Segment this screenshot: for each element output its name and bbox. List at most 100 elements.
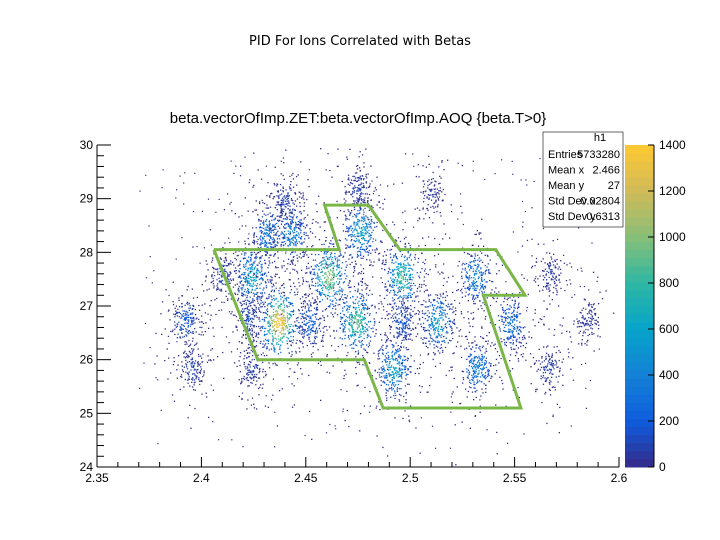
- heatmap-cell: [187, 417, 189, 419]
- heatmap-cell: [336, 263, 338, 265]
- heatmap-cell: [269, 234, 271, 236]
- heatmap-cell: [360, 254, 362, 257]
- heatmap-cell: [367, 254, 369, 256]
- heatmap-cell: [321, 339, 323, 341]
- heatmap-cell: [360, 322, 362, 324]
- heatmap-cell: [241, 273, 243, 275]
- heatmap-cell: [384, 334, 386, 336]
- heatmap-cell: [428, 299, 430, 301]
- heatmap-cell: [370, 264, 372, 266]
- heatmap-cell: [342, 289, 344, 291]
- heatmap-cell: [318, 265, 320, 267]
- heatmap-cell: [349, 245, 352, 247]
- heatmap-cell: [355, 308, 357, 311]
- heatmap-cell: [375, 378, 377, 380]
- heatmap-cell: [353, 302, 355, 305]
- heatmap-cell: [360, 320, 362, 322]
- heatmap-cell: [364, 302, 366, 305]
- heatmap-cell: [257, 268, 259, 270]
- heatmap-cell: [340, 323, 342, 326]
- heatmap-cell: [290, 310, 292, 313]
- heatmap-cell: [370, 252, 372, 254]
- heatmap-cell: [311, 327, 313, 329]
- heatmap-cell: [265, 218, 268, 221]
- heatmap-cell: [483, 279, 486, 281]
- heatmap-cell: [246, 295, 248, 297]
- heatmap-cell: [284, 333, 286, 335]
- heatmap-cell: [274, 223, 276, 225]
- heatmap-cell: [381, 303, 383, 305]
- heatmap-cell: [407, 348, 410, 351]
- heatmap-cell: [344, 252, 346, 254]
- heatmap-cell: [242, 300, 244, 302]
- heatmap-cell: [405, 335, 407, 337]
- heatmap-cell: [348, 306, 351, 309]
- heatmap-cell: [473, 387, 475, 389]
- heatmap-cell: [173, 357, 175, 359]
- heatmap-cell: [483, 291, 486, 293]
- heatmap-cell: [279, 318, 281, 320]
- heatmap-cell: [278, 343, 280, 345]
- heatmap-cell: [272, 336, 274, 338]
- heatmap-cell: [474, 298, 476, 300]
- heatmap-cell: [193, 382, 195, 384]
- heatmap-cell: [306, 334, 308, 336]
- heatmap-cell: [186, 301, 189, 303]
- heatmap-cell: [192, 308, 194, 310]
- heatmap-cell: [289, 233, 291, 235]
- heatmap-cell: [400, 301, 403, 303]
- heatmap-cell: [193, 319, 195, 321]
- heatmap-cell: [408, 307, 410, 310]
- heatmap-cell: [355, 215, 357, 217]
- heatmap-cell: [269, 212, 271, 214]
- heatmap-cell: [474, 360, 476, 362]
- heatmap-cell: [399, 332, 401, 334]
- heatmap-cell: [171, 330, 174, 333]
- heatmap-cell: [365, 222, 367, 225]
- heatmap-cell: [475, 364, 478, 366]
- heatmap-cell: [190, 312, 192, 314]
- heatmap-cell: [475, 396, 477, 399]
- heatmap-cell: [428, 340, 430, 342]
- heatmap-cell: [467, 311, 469, 313]
- heatmap-cell: [343, 198, 345, 200]
- heatmap-cell: [284, 241, 286, 243]
- heatmap-cell: [186, 354, 189, 356]
- heatmap-cell: [394, 279, 396, 281]
- heatmap-cell: [482, 357, 484, 359]
- heatmap-cell: [265, 316, 268, 319]
- heatmap-cell: [324, 309, 326, 311]
- heatmap-cell: [413, 306, 416, 309]
- heatmap-cell: [375, 239, 377, 241]
- heatmap-cell: [328, 272, 330, 274]
- heatmap-cell: [359, 334, 361, 336]
- heatmap-cell: [491, 280, 493, 283]
- heatmap-cell: [398, 361, 400, 363]
- heatmap-cell: [289, 263, 291, 265]
- heatmap-cell: [387, 384, 390, 386]
- heatmap-cell: [294, 294, 296, 296]
- heatmap-cell: [418, 372, 420, 375]
- heatmap-cell: [263, 273, 265, 276]
- heatmap-cell: [198, 371, 200, 373]
- heatmap-cell: [341, 323, 343, 325]
- heatmap-cell: [488, 272, 490, 274]
- heatmap-cell: [319, 293, 321, 296]
- heatmap-cell: [393, 183, 395, 185]
- heatmap-cell: [430, 301, 432, 304]
- heatmap-cell: [396, 320, 398, 322]
- heatmap-cell: [336, 165, 339, 168]
- heatmap-cell: [485, 348, 487, 350]
- heatmap-cell: [358, 314, 360, 316]
- heatmap-cell: [254, 346, 256, 348]
- heatmap-cell: [251, 276, 253, 279]
- heatmap-cell: [353, 230, 355, 232]
- heatmap-cell: [391, 381, 394, 384]
- heatmap-cell: [277, 306, 279, 308]
- heatmap-cell: [272, 326, 274, 328]
- heatmap-cell: [301, 321, 303, 323]
- heatmap-cell: [264, 245, 266, 247]
- heatmap-cell: [478, 257, 480, 259]
- heatmap-cell: [357, 302, 359, 304]
- heatmap-cell: [393, 313, 395, 315]
